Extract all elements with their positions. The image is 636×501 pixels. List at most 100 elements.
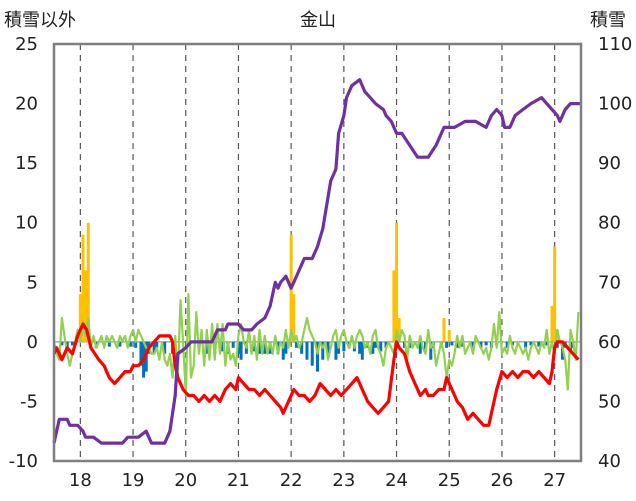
plot-frame bbox=[52, 42, 583, 463]
y-right-tick: 100 bbox=[598, 94, 632, 115]
negative-bar bbox=[450, 341, 454, 346]
y-right-tick: 40 bbox=[598, 451, 621, 472]
snowfall-bar bbox=[447, 329, 451, 342]
negative-bar bbox=[321, 341, 325, 360]
series-lines bbox=[52, 78, 581, 445]
negative-bar bbox=[418, 341, 422, 354]
x-tick: 24 bbox=[385, 470, 408, 491]
negative-bar bbox=[455, 341, 459, 348]
negative-bar bbox=[239, 341, 243, 360]
snowfall-bar bbox=[550, 306, 554, 342]
snowfall-bar bbox=[553, 246, 557, 342]
y-left-tick: -5 bbox=[20, 391, 38, 412]
right-axis-title: 積雪 bbox=[590, 10, 626, 31]
snowfall-bar bbox=[292, 294, 296, 342]
x-tick: 22 bbox=[280, 470, 303, 491]
snowfall-bar bbox=[86, 222, 90, 342]
snowfall-bar bbox=[392, 270, 396, 342]
x-tick: 21 bbox=[227, 470, 250, 491]
negative-bar bbox=[445, 341, 449, 348]
negative-bar bbox=[231, 341, 235, 348]
negative-bar bbox=[205, 341, 209, 354]
negative-bar bbox=[334, 341, 338, 360]
negative-bar bbox=[268, 341, 272, 354]
x-tick: 25 bbox=[438, 470, 461, 491]
negative-bar bbox=[484, 341, 488, 346]
negative-bar bbox=[107, 341, 111, 347]
grid-lines bbox=[54, 44, 581, 461]
negative-bar bbox=[537, 341, 541, 347]
negative-bar bbox=[294, 341, 298, 348]
y-left-tick: 20 bbox=[15, 94, 38, 115]
negative-bar bbox=[460, 341, 464, 347]
snowfall-bar bbox=[78, 294, 82, 342]
x-tick: 20 bbox=[174, 470, 197, 491]
line-temp_change bbox=[52, 293, 580, 397]
x-tick: 19 bbox=[122, 470, 145, 491]
y-right-tick: 110 bbox=[598, 34, 632, 55]
y-axis-right: 40 50 60 70 80 90 100 110 bbox=[598, 34, 632, 472]
negative-bar bbox=[524, 341, 528, 348]
line-snow_depth bbox=[52, 78, 581, 445]
negative-bar bbox=[284, 341, 288, 354]
snowfall-bar bbox=[442, 318, 446, 342]
y-left-tick: 5 bbox=[27, 272, 38, 293]
negative-bar bbox=[118, 341, 122, 347]
negative-bar bbox=[134, 341, 138, 348]
y-right-tick: 60 bbox=[598, 332, 621, 353]
y-left-tick: 15 bbox=[15, 153, 38, 174]
left-axis-title: 積雪以外 bbox=[4, 10, 76, 31]
y-right-tick: 90 bbox=[598, 153, 621, 174]
y-left-tick: 10 bbox=[15, 213, 38, 234]
y-right-tick: 80 bbox=[598, 213, 621, 234]
negative-bar bbox=[155, 341, 159, 348]
negative-bar bbox=[252, 341, 256, 352]
negative-bar bbox=[316, 341, 319, 372]
y-left-tick: 25 bbox=[15, 34, 38, 55]
negative-bar bbox=[360, 341, 364, 360]
negative-bar bbox=[326, 341, 330, 354]
negative-bar bbox=[342, 341, 346, 352]
negative-bar bbox=[300, 341, 304, 354]
negative-bar bbox=[221, 341, 225, 352]
negative-bar bbox=[163, 341, 167, 354]
y-right-tick: 50 bbox=[598, 391, 621, 412]
negative-bar bbox=[429, 341, 433, 360]
x-tick: 18 bbox=[69, 470, 92, 491]
snowfall-bar bbox=[84, 270, 88, 342]
negative-bar bbox=[373, 341, 377, 348]
y-left-tick: -10 bbox=[9, 451, 38, 472]
negative-bar bbox=[128, 341, 132, 347]
negative-bar bbox=[384, 341, 388, 348]
negative-bar bbox=[281, 341, 285, 360]
negative-bar bbox=[305, 341, 309, 360]
chart-title: 金山 bbox=[300, 10, 336, 31]
negative-bar bbox=[471, 341, 475, 348]
snowfall-bar bbox=[395, 222, 399, 342]
x-axis: 18 19 20 21 22 23 24 25 26 27 bbox=[69, 470, 566, 491]
negative-bar bbox=[60, 341, 64, 346]
x-tick: 23 bbox=[332, 470, 355, 491]
x-tick: 26 bbox=[490, 470, 513, 491]
negative-bar bbox=[479, 341, 483, 348]
negative-bar bbox=[70, 341, 74, 346]
negative-bar bbox=[152, 341, 156, 354]
snowfall-bar bbox=[81, 234, 85, 342]
negative-bar bbox=[139, 341, 143, 366]
negative-bar bbox=[371, 341, 375, 354]
negative-bar bbox=[529, 341, 533, 346]
x-tick: 27 bbox=[543, 470, 566, 491]
y-left-tick: 0 bbox=[27, 332, 38, 353]
snowfall-bar bbox=[397, 318, 401, 342]
y-right-tick: 70 bbox=[598, 272, 621, 293]
negative-bar bbox=[505, 341, 509, 348]
negative-bar bbox=[263, 341, 267, 354]
negative-bar bbox=[545, 341, 549, 346]
line-temperature bbox=[52, 322, 580, 427]
negative-bar bbox=[358, 341, 362, 354]
y-axis-left: -10 -5 0 5 10 15 20 25 bbox=[9, 34, 38, 472]
negative-bar bbox=[379, 341, 383, 352]
negative-bar bbox=[65, 341, 69, 348]
negative-bar bbox=[310, 341, 314, 366]
